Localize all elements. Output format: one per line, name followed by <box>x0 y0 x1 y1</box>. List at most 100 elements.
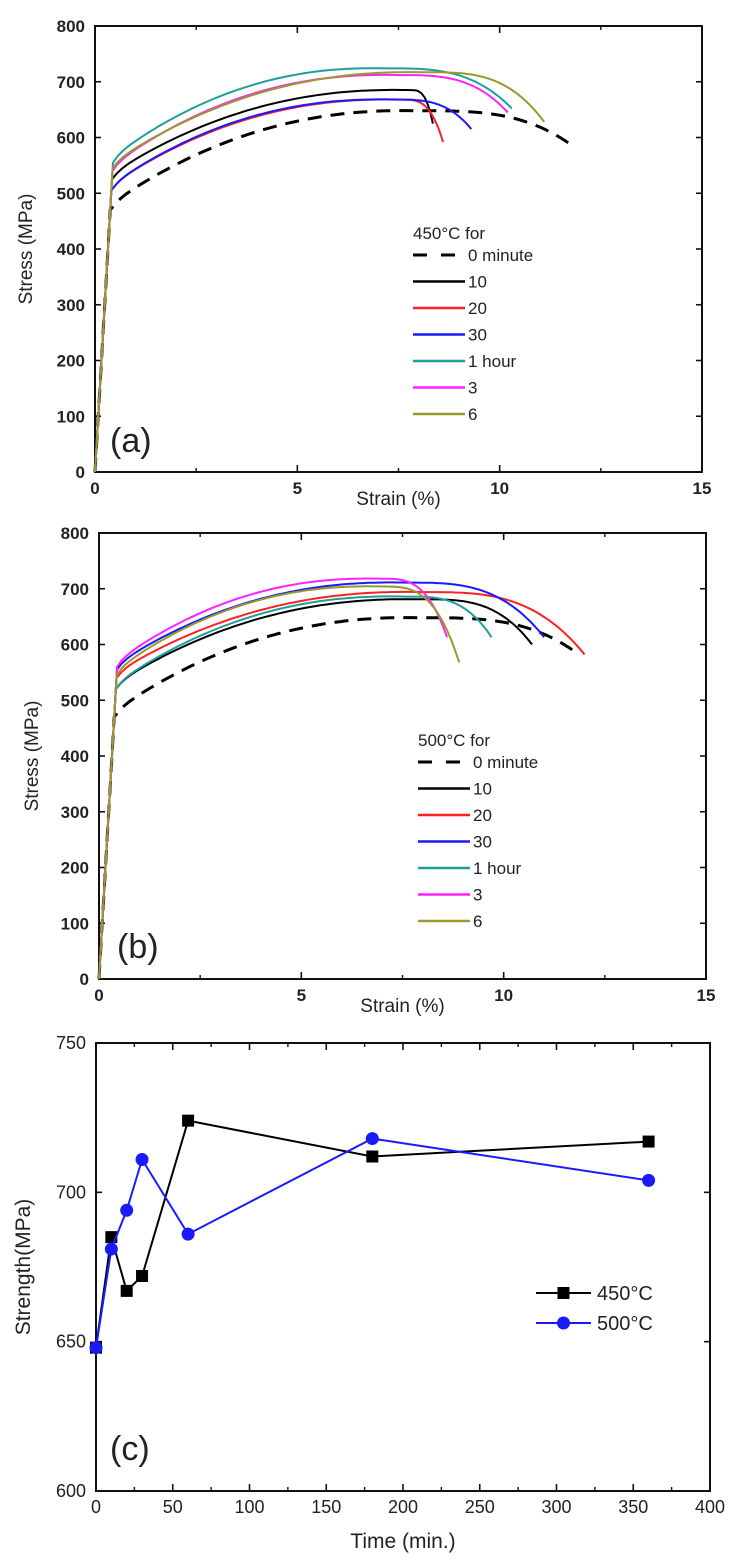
plot-frame <box>94 25 703 473</box>
y-tick-label: 200 <box>57 352 85 371</box>
x-tick-label: 0 <box>91 1497 101 1517</box>
x-tick-label: 100 <box>234 1497 264 1517</box>
legend-label: 1 hour <box>468 352 517 371</box>
data-point-circle <box>89 1341 103 1355</box>
series-line-10 <box>98 598 533 980</box>
data-point-circle <box>642 1173 656 1187</box>
y-tick-label: 300 <box>57 296 85 315</box>
x-tick-label: 5 <box>293 479 302 498</box>
x-tick-label: 0 <box>90 479 99 498</box>
series-line-3 <box>94 73 509 473</box>
series-line-0-minute <box>93 109 574 473</box>
y-tick-label: 300 <box>61 803 89 822</box>
x-axis-title: Time (min.) <box>350 1530 455 1553</box>
y-tick-label: 650 <box>56 1332 86 1352</box>
x-axis-title: Strain (%) <box>360 996 444 1017</box>
series-line-1-hour <box>94 67 513 473</box>
x-tick-label: 0 <box>94 986 103 1005</box>
data-point-square <box>182 1114 195 1127</box>
x-tick-label: 10 <box>494 986 513 1005</box>
legend-label: 20 <box>473 806 492 825</box>
panel-b: 0 5 10 15 0 100 200 300 400 500 600 700 800 Strain (%… <box>22 524 715 1017</box>
series-line-10 <box>94 88 434 473</box>
data-point-circle <box>104 1242 118 1256</box>
data-point-circle <box>120 1203 134 1217</box>
y-axis-title: Stress (MPa) <box>16 194 37 305</box>
y-tick-label: 700 <box>61 580 89 599</box>
x-tick-label: 250 <box>465 1497 495 1517</box>
x-tick-label: 15 <box>697 986 716 1005</box>
series-line-20 <box>94 98 444 473</box>
x-tick-label: 200 <box>388 1497 418 1517</box>
series-line-1 <box>95 1137 649 1348</box>
plot-frame <box>95 1042 711 1492</box>
data-point-square <box>136 1269 149 1282</box>
y-tick-label: 750 <box>56 1033 86 1053</box>
y-axis-title: Stress (MPa) <box>22 701 43 812</box>
series-line-20 <box>98 590 586 980</box>
legend-title: 500°C for <box>418 731 490 750</box>
x-tick-label: 300 <box>541 1497 571 1517</box>
panel-c: 0 50 100 150 200 250 300 350 400 600 650 700 750 Time… <box>12 1033 725 1553</box>
x-tick-label: 15 <box>693 479 712 498</box>
legend-label: 0 minute <box>468 246 533 265</box>
y-tick-label: 100 <box>61 914 89 933</box>
series-line-30 <box>94 98 473 473</box>
legend-label: 30 <box>468 326 487 345</box>
y-tick-label: 800 <box>57 17 85 36</box>
legend-label: 30 <box>473 833 492 852</box>
y-tick-label: 700 <box>56 1182 86 1202</box>
series-line-3 <box>98 577 448 980</box>
series-line-1-hour <box>98 595 493 980</box>
y-axis-title: Strength(MPa) <box>12 1199 35 1336</box>
series-line-0-minute <box>97 616 578 980</box>
x-tick-label: 150 <box>311 1497 341 1517</box>
legend-marker-circle <box>557 1316 570 1330</box>
legend-label: 450°C <box>597 1283 653 1305</box>
x-axis-title: Strain (%) <box>356 489 440 510</box>
x-tick-label: 50 <box>163 1497 183 1517</box>
legend-label: 3 <box>468 379 477 398</box>
series-line-6 <box>98 585 461 980</box>
panel-a: 0 5 10 15 0 100 200 300 400 500 600 700 800 Strain (%… <box>16 17 711 510</box>
y-tick-label: 200 <box>61 859 89 878</box>
legend-marker-square <box>557 1287 570 1299</box>
legend-label: 3 <box>473 886 482 905</box>
x-tick-label: 10 <box>490 479 509 498</box>
legend: 450°C 500°C <box>536 1283 653 1335</box>
y-tick-label: 700 <box>57 73 85 92</box>
data-point-square <box>642 1135 655 1148</box>
data-point-circle <box>181 1227 195 1241</box>
y-tick-label: 500 <box>57 184 85 203</box>
legend-label: 6 <box>473 912 482 931</box>
panel-label: (b) <box>117 928 159 966</box>
y-tick-label: 400 <box>57 240 85 259</box>
y-tick-label: 0 <box>80 970 89 989</box>
legend-label: 10 <box>473 780 492 799</box>
y-tick-label: 400 <box>61 747 89 766</box>
data-point-circle <box>365 1132 379 1146</box>
legend-label: 0 minute <box>473 753 538 772</box>
series-line-6 <box>94 71 545 473</box>
panel-label: (a) <box>110 422 152 460</box>
legend-label: 1 hour <box>473 859 522 878</box>
legend-label: 10 <box>468 273 487 292</box>
legend-label: 500°C <box>597 1313 653 1335</box>
legend: 500°C for 0 minute 10 20 30 1 hour 3 6 <box>418 731 538 931</box>
y-tick-label: 600 <box>57 129 85 148</box>
series-line-30 <box>98 581 545 980</box>
y-tick-label: 100 <box>57 407 85 426</box>
y-tick-label: 600 <box>56 1481 86 1501</box>
data-point-square <box>366 1150 379 1163</box>
y-tick-label: 500 <box>61 691 89 710</box>
x-tick-label: 350 <box>618 1497 648 1517</box>
legend-label: 20 <box>468 299 487 318</box>
legend: 450°C for 0 minute 10 20 30 1 hour 3 6 <box>413 224 533 424</box>
legend-label: 6 <box>468 405 477 424</box>
panel-label: (c) <box>110 1430 150 1468</box>
data-point-square <box>120 1284 133 1297</box>
data-point-circle <box>135 1152 149 1166</box>
y-tick-label: 0 <box>76 463 85 482</box>
y-tick-label: 800 <box>61 524 89 543</box>
